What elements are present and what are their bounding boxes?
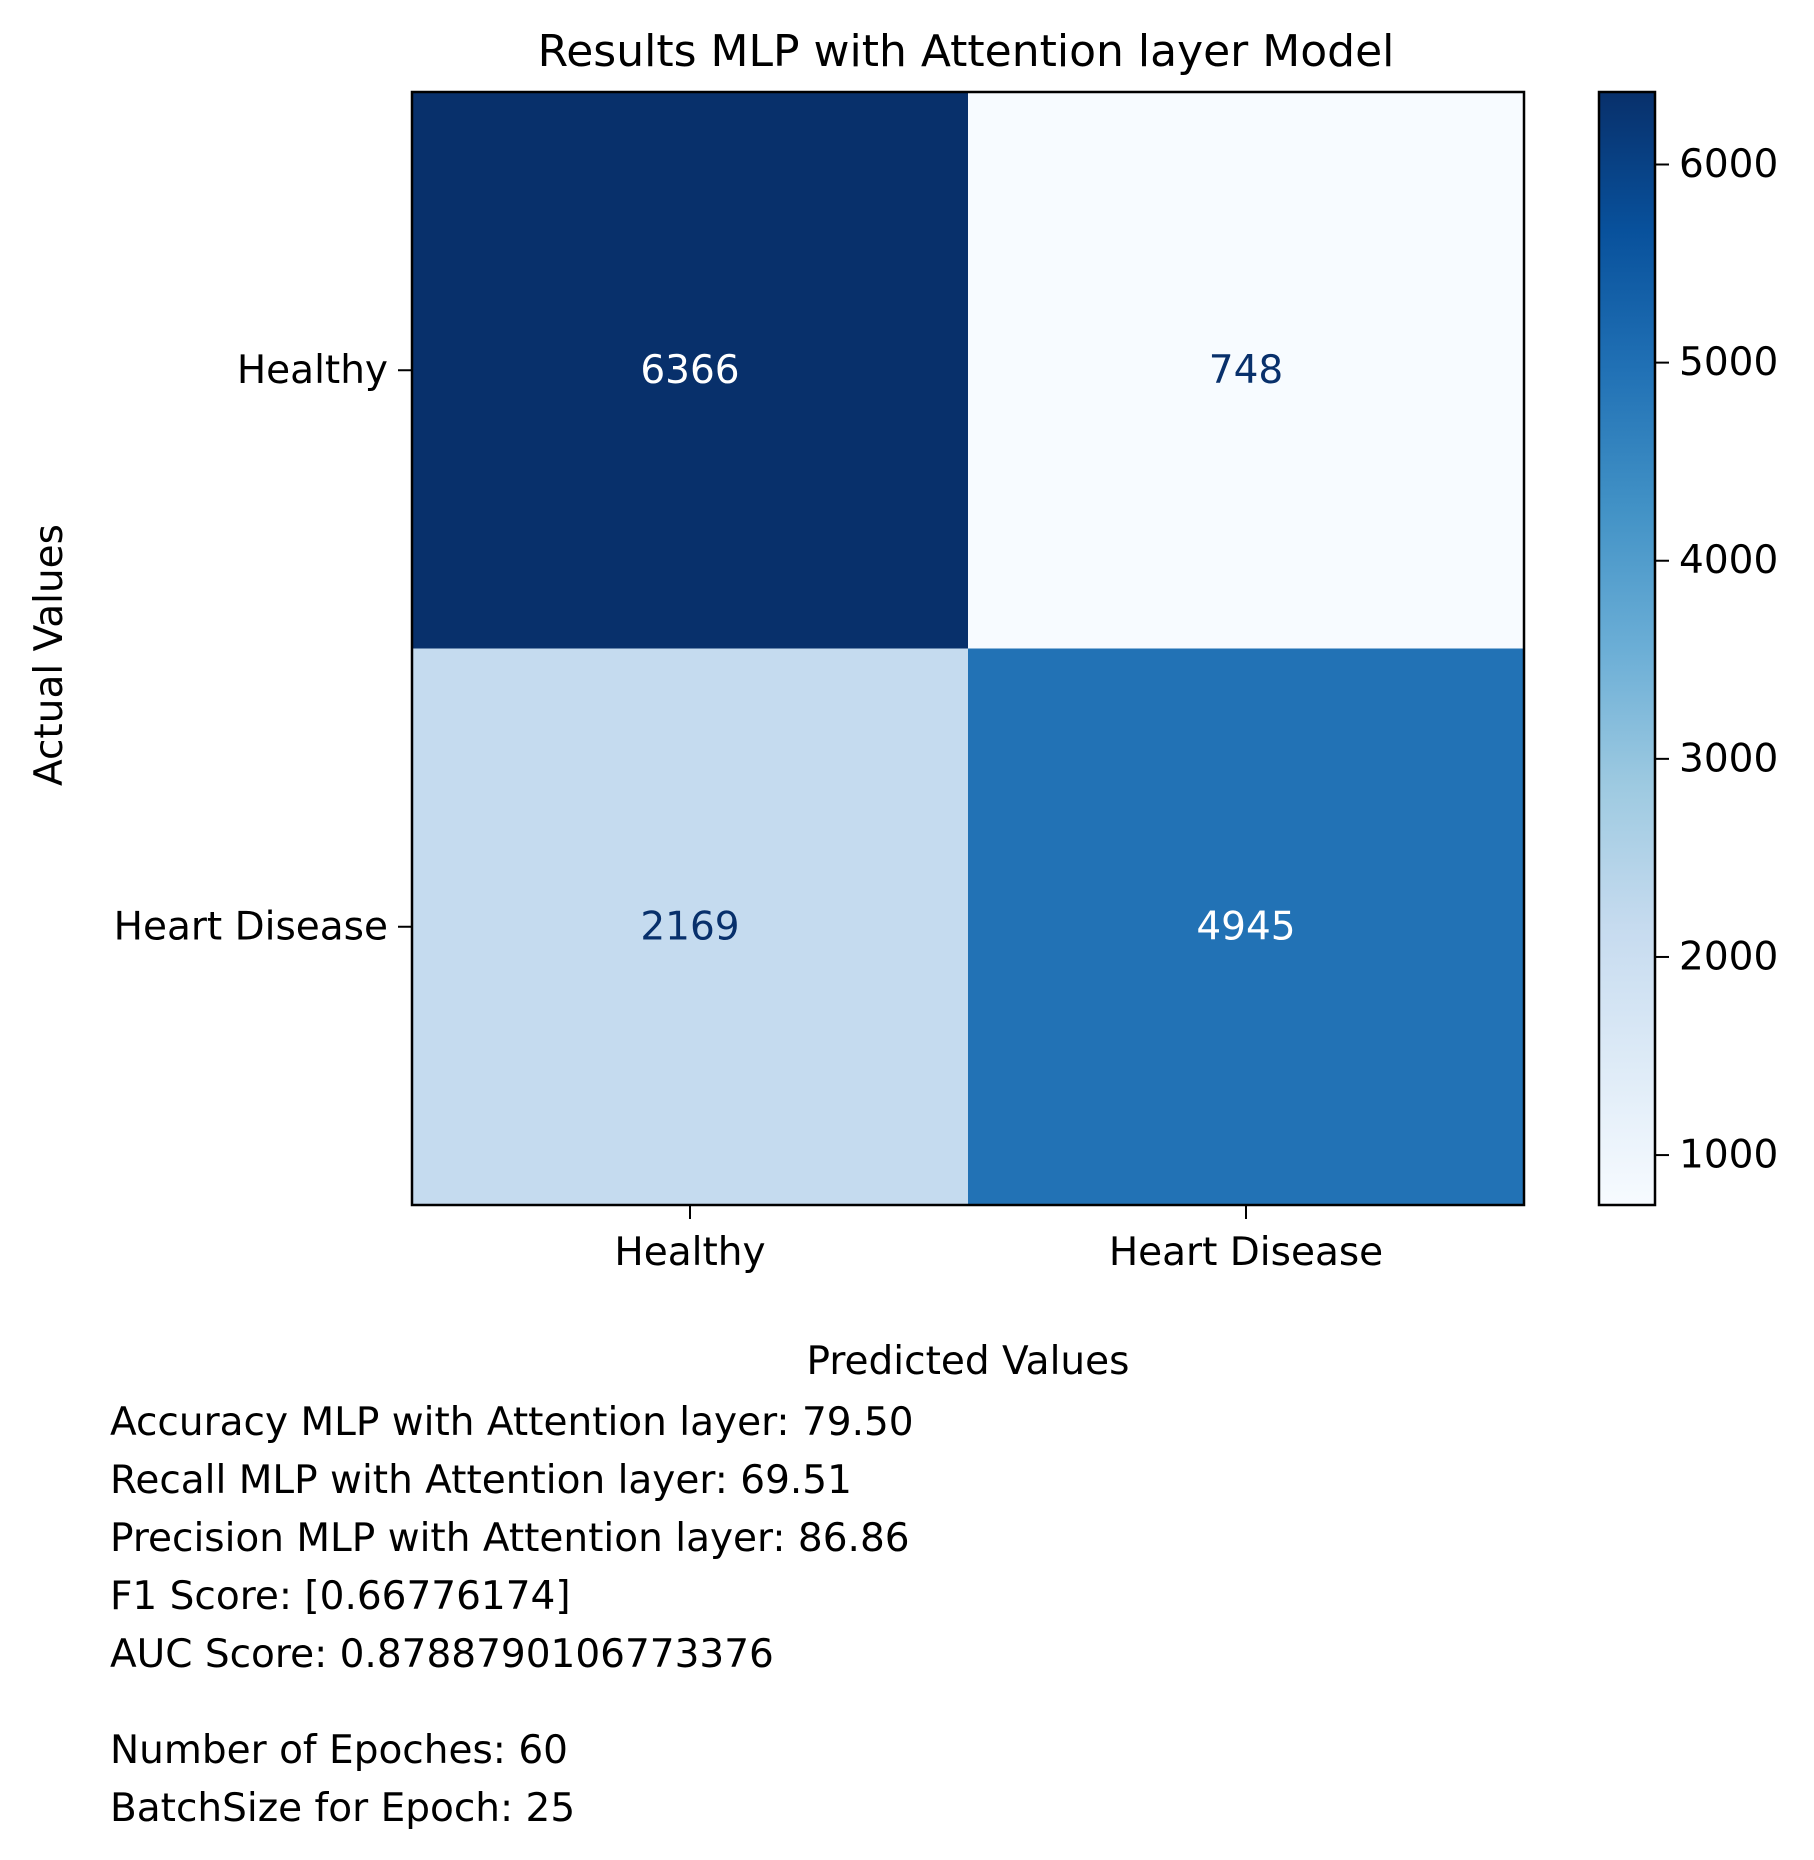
y-tick-label: Healthy bbox=[237, 348, 388, 393]
metric-precision: Precision MLP with Attention layer: 86.8… bbox=[110, 1516, 910, 1561]
metric-accuracy: Accuracy MLP with Attention layer: 79.50 bbox=[110, 1400, 914, 1445]
training-batchsize: BatchSize for Epoch: 25 bbox=[110, 1786, 576, 1831]
heatmap-cells bbox=[412, 92, 1525, 1206]
plot-frame bbox=[410, 90, 1526, 1207]
colorbar-tick-label: 4000 bbox=[1679, 538, 1778, 583]
metric-recall: Recall MLP with Attention layer: 69.51 bbox=[110, 1458, 852, 1503]
metric-auc: AUC Score: 0.8788790106773376 bbox=[110, 1632, 774, 1677]
heatmap-cell bbox=[412, 92, 969, 649]
colorbar-tick-label: 5000 bbox=[1679, 340, 1778, 385]
y-axis-label: Actual Values bbox=[27, 524, 72, 786]
metric-f1: F1 Score: [0.66776174] bbox=[110, 1574, 571, 1619]
x-axis-ticks: Healthy Heart Disease bbox=[614, 1205, 1383, 1275]
chart-title: Results MLP with Attention layer Model bbox=[538, 26, 1395, 77]
x-axis-label: Predicted Values bbox=[807, 1339, 1130, 1384]
y-tick-label: Heart Disease bbox=[114, 904, 388, 949]
colorbar-tick-label: 6000 bbox=[1679, 142, 1778, 187]
colorbar bbox=[1597, 90, 1657, 1207]
heatmap-cell bbox=[968, 648, 1525, 1206]
colorbar-tick-label: 3000 bbox=[1679, 736, 1778, 781]
cell-value-label: 2169 bbox=[640, 904, 739, 949]
cell-value-labels: 6366 748 2169 4945 bbox=[640, 348, 1295, 950]
heatmap-cell bbox=[968, 92, 1525, 649]
training-epochs: Number of Epoches: 60 bbox=[110, 1728, 568, 1773]
cell-value-label: 4945 bbox=[1196, 904, 1295, 949]
y-axis-ticks: Healthy Heart Disease bbox=[114, 348, 412, 949]
x-tick-label: Healthy bbox=[614, 1230, 765, 1275]
cell-value-label: 748 bbox=[1209, 348, 1283, 393]
metrics-text: Accuracy MLP with Attention layer: 79.50… bbox=[110, 1394, 914, 1684]
heatmap-cell bbox=[412, 648, 969, 1206]
colorbar-tick-label: 1000 bbox=[1679, 1133, 1778, 1178]
colorbar-ticks: 1000 2000 3000 4000 5000 6000 bbox=[1655, 142, 1778, 1178]
cell-value-label: 6366 bbox=[640, 348, 739, 393]
training-text: Number of Epoches: 60 BatchSize for Epoc… bbox=[110, 1722, 575, 1838]
x-tick-label: Heart Disease bbox=[1109, 1230, 1383, 1275]
colorbar-tick-label: 2000 bbox=[1679, 934, 1778, 979]
